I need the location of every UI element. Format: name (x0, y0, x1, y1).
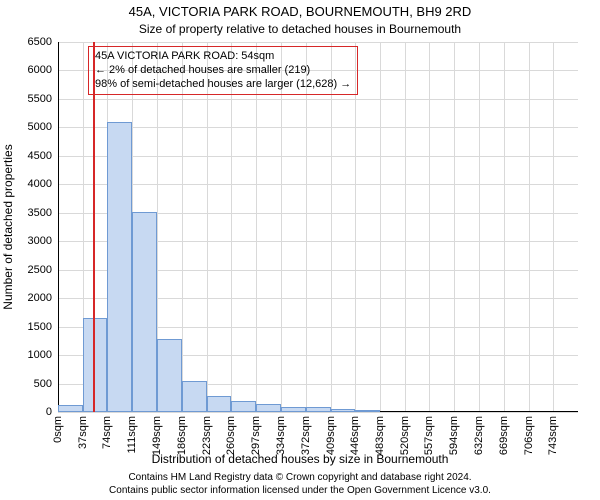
gridline-v (454, 42, 455, 412)
x-tick-label: 520sqm (399, 416, 411, 455)
histogram-bar (157, 339, 182, 412)
gridline-h (58, 42, 578, 43)
gridline-h (58, 99, 578, 100)
x-tick-label: 223sqm (201, 416, 213, 455)
x-axis-label: Distribution of detached houses by size … (0, 452, 600, 466)
x-tick-label: 37sqm (77, 416, 89, 449)
histogram-bar (207, 396, 232, 412)
y-tick-label: 5000 (28, 121, 52, 133)
gridline-h (58, 156, 578, 157)
x-tick-label: 149sqm (151, 416, 163, 455)
x-tick-label: 334sqm (275, 416, 287, 455)
histogram-bar (107, 122, 132, 412)
annotation-line: 98% of semi-detached houses are larger (… (95, 78, 351, 92)
histogram-bar (231, 401, 256, 412)
histogram-bar (58, 405, 83, 412)
attribution-line-2: Contains public sector information licen… (0, 485, 600, 498)
y-tick-label: 3000 (28, 235, 52, 247)
gridline-v (355, 42, 356, 412)
histogram-bar (256, 404, 281, 412)
gridline-v (256, 42, 257, 412)
gridline-v (207, 42, 208, 412)
y-tick-label: 500 (34, 378, 52, 390)
y-tick-label: 4000 (28, 178, 52, 190)
gridline-h (58, 127, 578, 128)
gridline-h (58, 184, 578, 185)
x-tick-label: 260sqm (225, 416, 237, 455)
y-tick-label: 2500 (28, 264, 52, 276)
x-tick-label: 446sqm (349, 416, 361, 455)
x-tick-label: 409sqm (325, 416, 337, 455)
gridline-v (405, 42, 406, 412)
x-tick-label: 372sqm (300, 416, 312, 455)
x-tick-label: 632sqm (473, 416, 485, 455)
y-tick-label: 1000 (28, 349, 52, 361)
attribution-line-1: Contains HM Land Registry data © Crown c… (0, 472, 600, 485)
y-tick-label: 5500 (28, 93, 52, 105)
plot-area: 0500100015002000250030003500400045005000… (58, 42, 578, 412)
gridline-v (529, 42, 530, 412)
gridline-v (182, 42, 183, 412)
histogram-bar (355, 410, 380, 412)
x-tick-label: 557sqm (423, 416, 435, 455)
y-tick-label: 6500 (28, 36, 52, 48)
chart-title: 45A, VICTORIA PARK ROAD, BOURNEMOUTH, BH… (0, 4, 600, 19)
gridline-v (504, 42, 505, 412)
y-tick-label: 2000 (28, 292, 52, 304)
gridline-v (281, 42, 282, 412)
gridline-v (429, 42, 430, 412)
y-axis-line (58, 42, 59, 412)
reference-marker-line (93, 42, 95, 412)
x-tick-label: 0sqm (52, 416, 64, 443)
annotation-box: 45A VICTORIA PARK ROAD: 54sqm← 2% of det… (88, 46, 358, 95)
y-tick-label: 6000 (28, 64, 52, 76)
gridline-v (479, 42, 480, 412)
gridline-v (231, 42, 232, 412)
gridline-v (553, 42, 554, 412)
gridline-v (331, 42, 332, 412)
histogram-bar (281, 407, 306, 412)
x-tick-label: 111sqm (126, 416, 138, 454)
y-axis-label: Number of detached properties (1, 144, 15, 309)
histogram-bar (306, 407, 331, 412)
y-tick-label: 1500 (28, 321, 52, 333)
x-tick-label: 669sqm (498, 416, 510, 455)
histogram-bar (182, 381, 207, 412)
chart-subtitle: Size of property relative to detached ho… (0, 22, 600, 36)
gridline-h (58, 412, 578, 413)
x-tick-label: 74sqm (101, 416, 113, 449)
y-tick-label: 4500 (28, 150, 52, 162)
x-tick-label: 594sqm (448, 416, 460, 455)
chart-container: 45A, VICTORIA PARK ROAD, BOURNEMOUTH, BH… (0, 0, 600, 500)
y-tick-label: 3500 (28, 207, 52, 219)
annotation-line: ← 2% of detached houses are smaller (219… (95, 64, 351, 78)
gridline-v (306, 42, 307, 412)
histogram-bar (331, 409, 356, 412)
annotation-line: 45A VICTORIA PARK ROAD: 54sqm (95, 50, 351, 64)
x-tick-label: 743sqm (547, 416, 559, 455)
gridline-v (380, 42, 381, 412)
histogram-bar (132, 212, 157, 412)
x-tick-label: 297sqm (250, 416, 262, 455)
x-tick-label: 706sqm (523, 416, 535, 455)
attribution: Contains HM Land Registry data © Crown c… (0, 472, 600, 497)
x-tick-label: 483sqm (374, 416, 386, 455)
x-tick-label: 186sqm (176, 416, 188, 455)
